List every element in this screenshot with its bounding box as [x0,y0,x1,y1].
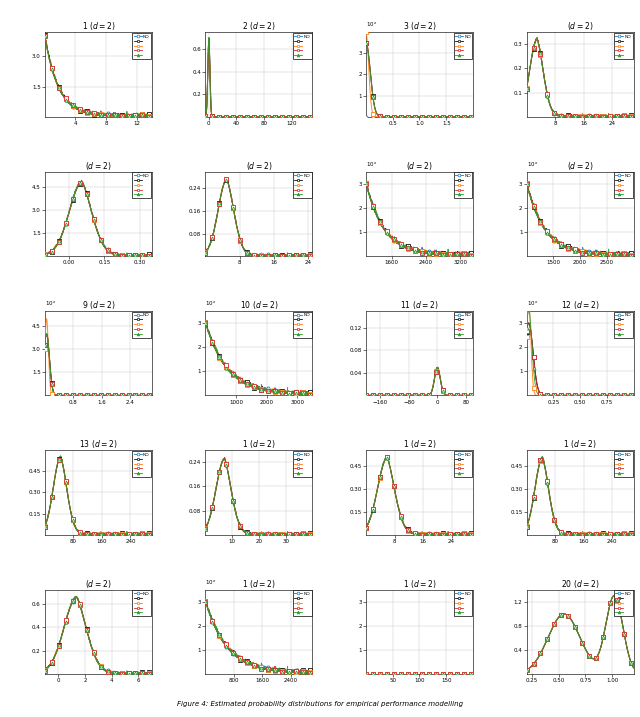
Title: 1 $(d=2)$: 1 $(d=2)$ [403,438,436,450]
Legend: NO, , , , : NO, , , , [293,33,312,59]
Title: $(d=2)$: $(d=2)$ [246,160,272,171]
Legend: NO, , , , : NO, , , , [293,312,312,338]
Text: Figure 4: Estimated probability distributions for empirical performance modellin: Figure 4: Estimated probability distribu… [177,701,463,707]
Legend: NO, , , , : NO, , , , [132,590,151,617]
Legend: NO, , , , : NO, , , , [293,590,312,617]
Title: 1 $(d=2)$: 1 $(d=2)$ [81,20,115,32]
Legend: NO, , , , : NO, , , , [614,451,633,477]
Title: 1 $(d=2)$: 1 $(d=2)$ [403,578,436,589]
Text: $10^x$: $10^x$ [366,22,378,29]
Text: $10^x$: $10^x$ [205,300,217,308]
Legend: NO, , , , : NO, , , , [132,451,151,477]
Title: 13 $(d=2)$: 13 $(d=2)$ [79,438,118,450]
Text: $10^x$: $10^x$ [527,161,538,168]
Legend: NO, , , , : NO, , , , [132,173,151,199]
Legend: NO, , , , : NO, , , , [614,33,633,59]
Title: 1 $(d=2)$: 1 $(d=2)$ [242,578,276,589]
Title: $(d=2)$: $(d=2)$ [567,20,593,32]
Legend: NO, , , , : NO, , , , [132,312,151,338]
Title: 11 $(d=2)$: 11 $(d=2)$ [400,299,439,311]
Text: $10^x$: $10^x$ [366,161,378,168]
Title: 2 $(d=2)$: 2 $(d=2)$ [242,20,276,32]
Title: $(d=2)$: $(d=2)$ [85,578,111,589]
Title: 12 $(d=2)$: 12 $(d=2)$ [561,299,599,311]
Text: $10^x$: $10^x$ [205,579,217,587]
Legend: NO, , , , : NO, , , , [454,173,472,199]
Title: $(d=2)$: $(d=2)$ [567,160,593,171]
Legend: NO, , , , : NO, , , , [293,451,312,477]
Legend: NO, , , , : NO, , , , [454,451,472,477]
Legend: NO, , , , : NO, , , , [293,173,312,199]
Legend: NO, , , , : NO, , , , [132,33,151,59]
Legend: NO, , , , : NO, , , , [614,173,633,199]
Legend: NO, , , , : NO, , , , [454,590,472,617]
Title: 10 $(d=2)$: 10 $(d=2)$ [239,299,278,311]
Title: $(d=2)$: $(d=2)$ [85,160,111,171]
Legend: NO, , , , : NO, , , , [614,590,633,617]
Title: $(d=2)$: $(d=2)$ [406,160,433,171]
Text: $10^x$: $10^x$ [45,300,56,308]
Legend: NO, , , , : NO, , , , [454,33,472,59]
Title: 1 $(d=2)$: 1 $(d=2)$ [563,438,597,450]
Title: 20 $(d=2)$: 20 $(d=2)$ [561,578,599,589]
Legend: NO, , , , : NO, , , , [614,312,633,338]
Title: 9 $(d=2)$: 9 $(d=2)$ [81,299,115,311]
Title: 3 $(d=2)$: 3 $(d=2)$ [403,20,436,32]
Title: 1 $(d=2)$: 1 $(d=2)$ [242,438,276,450]
Legend: NO, , , , : NO, , , , [454,312,472,338]
Text: $10^x$: $10^x$ [527,300,538,308]
